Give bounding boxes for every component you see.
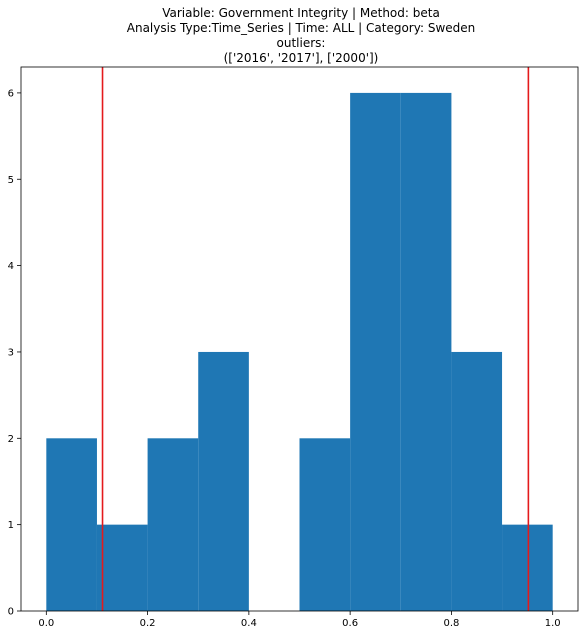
y-tick-label-6: 6 xyxy=(8,88,14,99)
y-tick-label-5: 5 xyxy=(8,175,14,186)
histogram-bars xyxy=(46,92,553,611)
histogram-bar-9 xyxy=(502,524,553,611)
plot-frame xyxy=(20,66,579,612)
histogram-bar-0 xyxy=(46,438,97,611)
histogram-bar-5 xyxy=(299,438,351,611)
y-tick-label-0: 0 xyxy=(8,607,14,618)
outlier-lines xyxy=(101,67,530,611)
x-tick-label-3: 0.6 xyxy=(342,618,358,629)
title-line-2: Analysis Type:Time_Series | Time: ALL | … xyxy=(127,21,476,35)
title-line-4: (['2016', '2017'], ['2000']) xyxy=(224,51,379,65)
y-axis: 0 1 2 3 4 5 6 xyxy=(8,88,21,618)
histogram-bar-3 xyxy=(198,351,249,611)
title-line-3: outliers: xyxy=(277,36,326,50)
histogram-bar-8 xyxy=(451,351,503,611)
x-axis: 0.0 0.2 0.4 0.6 0.8 1.0 xyxy=(38,611,561,629)
x-tick-label-4: 0.8 xyxy=(443,618,459,629)
chart-title: Variable: Government Integrity | Method:… xyxy=(127,6,476,65)
title-line-1: Variable: Government Integrity | Method:… xyxy=(162,6,440,20)
histogram-bar-2 xyxy=(147,438,199,611)
histogram-bar-7 xyxy=(400,92,452,611)
histogram-bar-1 xyxy=(96,524,148,611)
y-tick-label-4: 4 xyxy=(8,261,14,272)
x-tick-label-0: 0.0 xyxy=(38,618,54,629)
x-tick-label-2: 0.4 xyxy=(241,618,257,629)
x-tick-label-5: 1.0 xyxy=(545,618,561,629)
y-tick-label-2: 2 xyxy=(8,434,14,445)
y-tick-label-1: 1 xyxy=(8,520,14,531)
x-tick-label-1: 0.2 xyxy=(140,618,156,629)
histogram-bar-6 xyxy=(350,92,401,611)
y-tick-label-3: 3 xyxy=(8,347,14,358)
